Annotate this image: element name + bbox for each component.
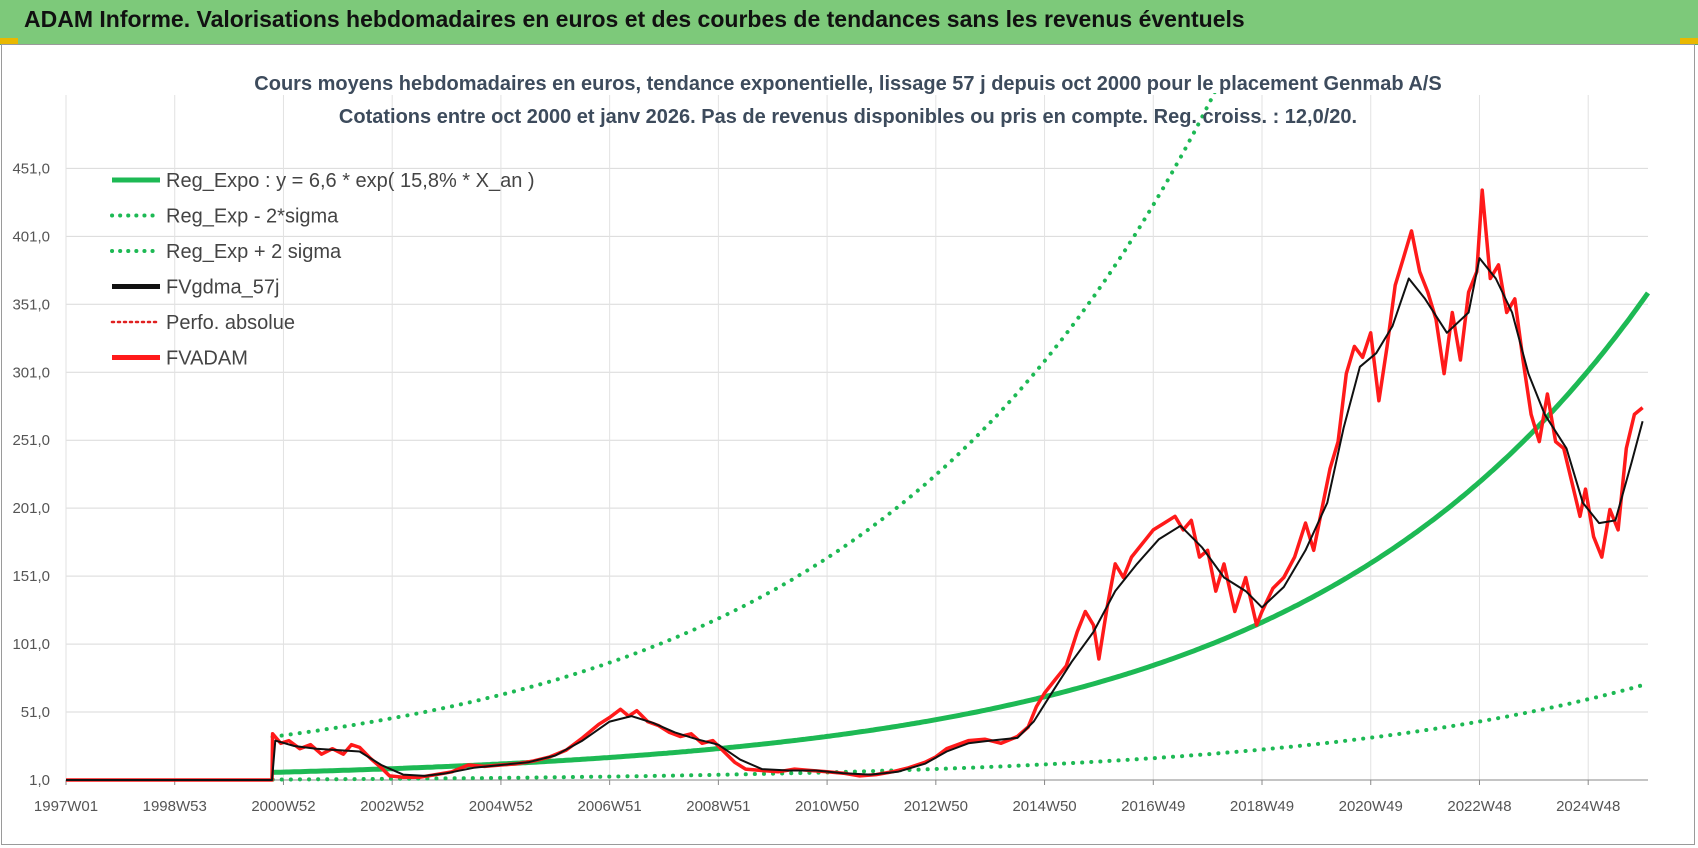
x-tick-label: 2004W52 [469, 798, 533, 815]
x-tick-label: 2006W51 [578, 798, 642, 815]
x-tick-label: 2024W48 [1556, 798, 1620, 815]
y-tick-label: 201,0 [12, 500, 50, 517]
x-tick-label: 1998W53 [143, 798, 207, 815]
x-tick-label: 2002W52 [360, 798, 424, 815]
x-tick-label: 2020W49 [1339, 798, 1403, 815]
legend: Reg_Expo : y = 6,6 * exp( 15,8% * X_an )… [110, 170, 535, 370]
x-tick-label: 1997W01 [34, 798, 98, 815]
legend-label: FVgdma_57j [166, 277, 279, 299]
page-title: ADAM Informe. Valorisations hebdomadaire… [24, 6, 1245, 32]
series-fvadam [66, 188, 1644, 782]
y-tick-label: 151,0 [12, 568, 50, 585]
series-reg-lower [270, 681, 1650, 782]
grid [65, 95, 1648, 781]
chart-subtitle-2: Cotations entre oct 2000 et janv 2026. P… [339, 106, 1357, 128]
x-tick-label: 2010W50 [795, 798, 859, 815]
x-tick-label: 2012W50 [904, 798, 968, 815]
y-tick-label: 401,0 [12, 228, 50, 245]
y-axis: 1,0 51,0 101,0 151,0 201,0 251,0 301,0 351,0 401… [12, 160, 50, 789]
series-reg-upper [270, 93, 1217, 739]
title-banner: ADAM Informe. Valorisations hebdomadaire… [0, 0, 1698, 45]
x-tick-label: 2008W51 [686, 798, 750, 815]
x-tick-label: 2018W49 [1230, 798, 1294, 815]
chart-frame [1, 44, 1695, 845]
corner-marker [0, 38, 18, 44]
corner-marker [1680, 38, 1698, 44]
x-tick-label: 2014W50 [1012, 798, 1076, 815]
y-tick-label: 101,0 [12, 636, 50, 653]
chart-subtitle-1: Cours moyens hebdomadaires en euros, ten… [254, 73, 1441, 95]
series-group [66, 93, 1651, 782]
legend-label: Reg_Exp - 2*sigma [166, 206, 339, 228]
y-tick-label: 301,0 [12, 364, 50, 381]
y-tick-label: 351,0 [12, 296, 50, 313]
x-axis: 1997W01 1998W53 2000W52 2002W52 2004W52 2006W… [34, 779, 1648, 815]
y-tick-label: 51,0 [21, 704, 50, 721]
legend-label: Perfo. absolue [166, 312, 295, 334]
y-tick-label: 451,0 [12, 160, 50, 177]
series-fvgdma [66, 257, 1644, 781]
legend-label: FVADAM [166, 348, 248, 370]
x-tick-label: 2022W48 [1447, 798, 1511, 815]
y-tick-label: 251,0 [12, 432, 50, 449]
legend-label: Reg_Expo : y = 6,6 * exp( 15,8% * X_an ) [166, 170, 535, 192]
y-tick-label: 1,0 [29, 772, 50, 789]
x-tick-label: 2016W49 [1121, 798, 1185, 815]
legend-label: Reg_Exp + 2 sigma [166, 241, 342, 263]
x-tick-label: 2000W52 [251, 798, 315, 815]
